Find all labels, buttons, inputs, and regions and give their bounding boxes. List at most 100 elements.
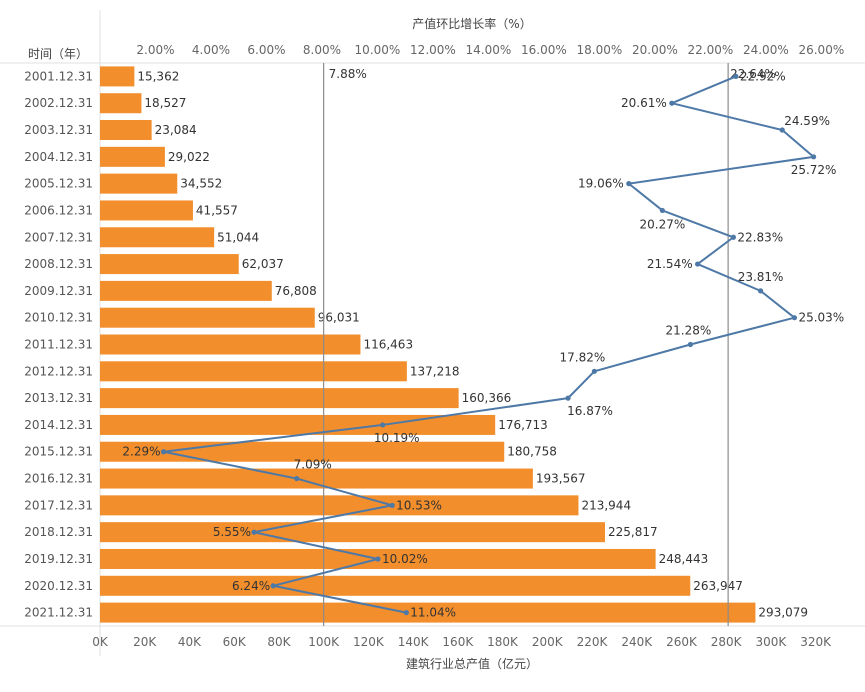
line-axis-tick: 10.00% [355,43,401,57]
bar [100,414,496,435]
rate-value-label: 2.29% [122,445,160,459]
rate-point [380,422,386,428]
bar-value-label: 137,218 [410,364,460,378]
bar [100,307,315,328]
category-label: 2003.12.31 [24,123,93,137]
bar-value-label: 160,366 [462,391,512,405]
rate-point [733,73,739,80]
rate-point [375,556,381,562]
category-label: 2019.12.31 [24,552,93,566]
category-label: 2015.12.31 [24,445,93,459]
rate-value-label: 10.02% [382,552,428,566]
bar [100,66,135,87]
rate-value-label: 22.92% [740,69,786,83]
rate-point [687,341,694,348]
category-label: 2021.12.31 [24,606,93,620]
rate-value-label: 25.72% [791,163,837,177]
bar-axis-tick: 320K [800,635,832,649]
rate-value-label: 6.24% [232,579,270,593]
bar-value-label: 96,031 [318,311,360,325]
bar [100,280,272,301]
rate-value-label: 19.06% [578,177,624,191]
category-label: 2017.12.31 [24,498,93,512]
rate-value-label: 16.87% [567,404,613,418]
bar-axis-tick: 180K [487,635,519,649]
bar-value-label: 29,022 [168,150,210,164]
rate-point [669,100,675,106]
bar-axis-tick: 160K [442,635,474,649]
category-label: 2004.12.31 [24,150,93,164]
bar-axis-tick: 100K [308,635,340,649]
bar-value-label: 116,463 [363,338,413,352]
reference-label: 7.88% [329,67,367,81]
line-axis-tick: 8.00% [303,43,341,57]
bar [100,468,533,489]
rate-point [659,207,665,214]
bar [100,120,152,141]
bar-value-label: 193,567 [536,472,586,486]
bar [100,254,239,275]
rate-value-label: 24.59% [784,114,830,128]
rate-point [294,475,300,482]
bar-value-label: 263,947 [693,579,743,593]
rate-value-label: 23.81% [738,270,784,284]
category-label: 2002.12.31 [24,96,93,110]
reference-label-2: 22.64% [730,67,776,81]
line-axis-tick: 16.00% [521,43,567,57]
bar [100,93,142,114]
bar [100,388,459,409]
bar-value-label: 76,808 [275,284,317,298]
category-label: 2008.12.31 [24,257,93,271]
line-axis-title: 产值环比增长率（%） [412,16,531,31]
bar [100,602,756,623]
rate-value-label: 21.54% [647,257,693,271]
rate-point [270,583,276,589]
bar-axis-tick: 300K [756,635,788,649]
line-axis-tick: 12.00% [410,43,456,57]
bar-axis-tick: 20K [133,635,157,649]
bar-value-label: 23,084 [155,123,197,137]
rate-point [779,127,785,133]
category-label: 2013.12.31 [24,391,93,405]
category-label: 2014.12.31 [24,418,93,432]
category-label: 2005.12.31 [24,177,93,191]
bar-value-label: 41,557 [196,203,238,217]
rate-point [810,154,817,160]
bar [100,200,193,221]
bar-axis-tick: 0K [92,635,109,649]
rate-point [791,315,798,321]
bar-axis-tick: 120K [353,635,385,649]
bar-axis-tick: 280K [711,635,743,649]
rate-value-label: 22.83% [737,230,783,244]
bar-axis-tick: 80K [267,635,291,649]
line-axis-tick: 6.00% [247,43,285,57]
rate-value-label: 10.53% [396,498,442,512]
bar-value-label: 293,079 [758,606,808,620]
bar-axis-tick: 60K [223,635,247,649]
bar [100,227,215,248]
category-label: 2009.12.31 [24,284,93,298]
bar-value-label: 51,044 [217,230,259,244]
category-label: 2001.12.31 [24,69,93,83]
bar-axis-tick: 240K [621,635,653,649]
bar-value-label: 180,758 [507,445,557,459]
rate-point [695,261,701,267]
bar [100,522,606,543]
bar-value-label: 213,944 [581,498,631,512]
rate-point [251,529,257,535]
line-axis-tick: 2.00% [136,43,174,57]
bar [100,495,579,516]
bar-axis-title: 建筑行业总产值（亿元） [406,656,538,671]
bar-axis-tick: 260K [666,635,698,649]
line-axis-tick: 18.00% [577,43,623,57]
rate-point [757,288,764,294]
bar-axis-tick: 200K [532,635,564,649]
rate-value-label: 20.61% [621,96,667,110]
category-label: 2012.12.31 [24,364,93,378]
line-axis-tick: 4.00% [192,43,230,57]
rate-point [160,449,167,455]
rate-value-label: 7.09% [294,458,332,472]
bar-axis-tick: 40K [178,635,202,649]
bar-value-label: 15,362 [137,69,179,83]
bar [100,146,165,167]
